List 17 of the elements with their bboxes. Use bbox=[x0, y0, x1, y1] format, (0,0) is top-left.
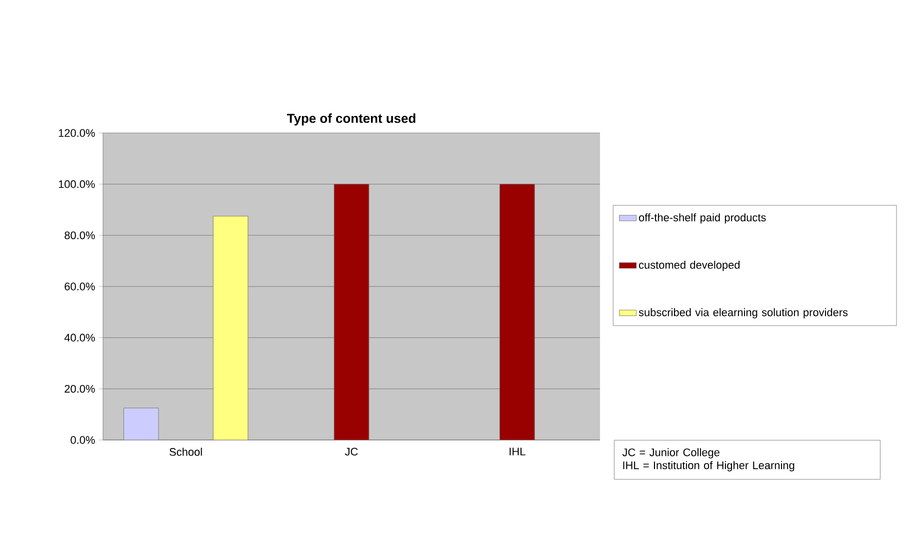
x-tick-label: JC bbox=[344, 448, 358, 456]
bar bbox=[334, 184, 370, 440]
y-tick-label: 20.0% bbox=[64, 384, 95, 393]
y-tick-label: 80.0% bbox=[64, 231, 95, 240]
x-tick-label: IHL bbox=[510, 448, 526, 456]
y-tick-label: 0.0% bbox=[70, 436, 95, 444]
y-tick-label: 100.0% bbox=[58, 180, 95, 188]
legend-label: subscribed via elearning solution providers bbox=[638, 308, 848, 318]
y-tick-label: 120.0% bbox=[58, 129, 95, 137]
chart-title: Type of content used bbox=[287, 113, 416, 126]
legend-label: off-the-shelf paid products bbox=[638, 213, 766, 224]
y-tick-label: 40.0% bbox=[64, 334, 95, 342]
text: JC = Junior College IHL = Institution of Higher Learning bbox=[622, 448, 794, 472]
legend-label: customed developed bbox=[639, 260, 740, 271]
y-tick-label: 60.0% bbox=[64, 282, 95, 290]
bar bbox=[500, 184, 535, 440]
x-tick-label: School bbox=[170, 448, 202, 456]
